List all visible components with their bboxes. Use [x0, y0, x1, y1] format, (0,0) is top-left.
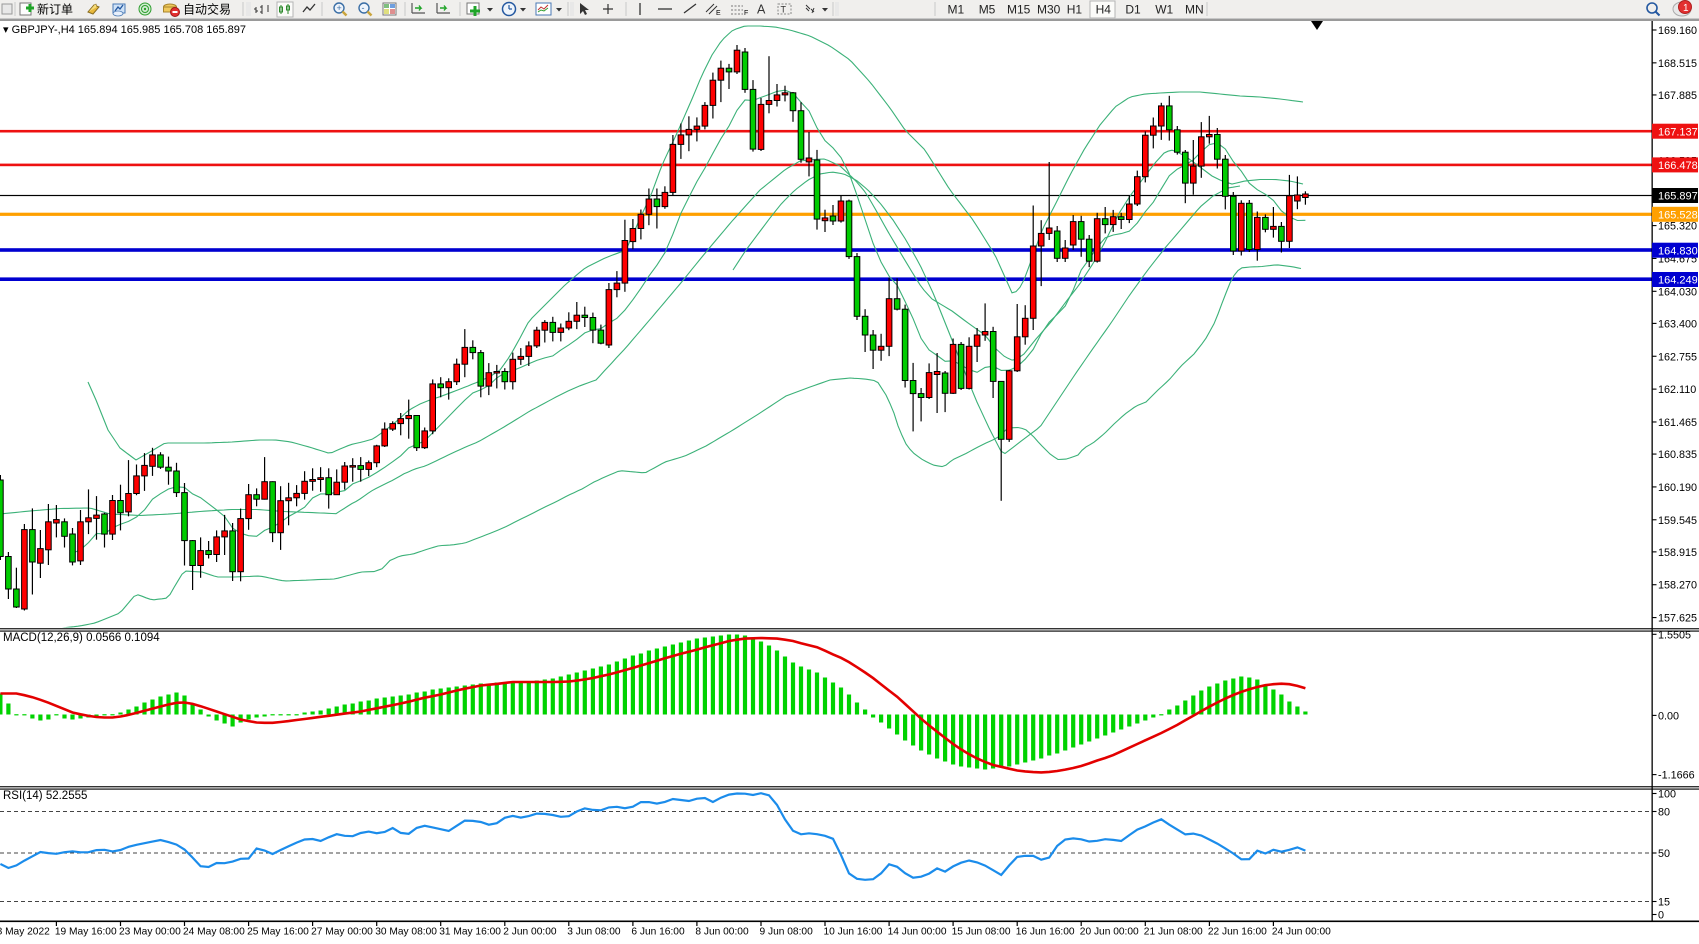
svg-text:10 Jun 16:00: 10 Jun 16:00	[824, 927, 883, 938]
svg-text:16 Jun 16:00: 16 Jun 16:00	[1016, 927, 1075, 938]
svg-text:160.835: 160.835	[1658, 449, 1697, 461]
svg-text:14 Jun 00:00: 14 Jun 00:00	[888, 927, 947, 938]
svg-text:158.915: 158.915	[1658, 547, 1697, 559]
svg-text:RSI(14) 52.2555: RSI(14) 52.2555	[3, 790, 87, 802]
svg-text:165.897: 165.897	[1658, 191, 1698, 203]
svg-text:H1: H1	[1067, 3, 1083, 17]
svg-text:21 Jun 08:00: 21 Jun 08:00	[1144, 927, 1203, 938]
svg-text:8 Jun 00:00: 8 Jun 00:00	[695, 927, 749, 938]
svg-text:M30: M30	[1037, 3, 1061, 17]
svg-text:164.830: 164.830	[1658, 245, 1698, 257]
svg-text:+: +	[337, 3, 342, 13]
svg-text:M1: M1	[948, 3, 965, 17]
svg-text:M15: M15	[1007, 3, 1031, 17]
svg-text:6 Jun 16:00: 6 Jun 16:00	[631, 927, 685, 938]
svg-text:24 May 08:00: 24 May 08:00	[183, 927, 245, 938]
svg-text:-: -	[362, 3, 365, 13]
svg-text:MACD(12,26,9) 0.0566 0.1094: MACD(12,26,9) 0.0566 0.1094	[3, 632, 160, 644]
svg-text:T: T	[781, 5, 787, 15]
svg-text:160.190: 160.190	[1658, 482, 1697, 494]
svg-text:100: 100	[1658, 789, 1676, 801]
svg-text:1.5505: 1.5505	[1658, 629, 1691, 641]
svg-text:M5: M5	[979, 3, 996, 17]
svg-text:163.400: 163.400	[1658, 318, 1697, 330]
svg-text:W1: W1	[1155, 3, 1173, 17]
svg-text:新订单: 新订单	[37, 2, 73, 17]
svg-text:159.545: 159.545	[1658, 515, 1697, 527]
svg-text:165.320: 165.320	[1658, 221, 1697, 233]
svg-text:▾ GBPJPY-,H4 165.894 165.985: ▾ GBPJPY-,H4 165.894 165.985 165.708 165…	[3, 24, 246, 36]
svg-text:F: F	[744, 10, 748, 17]
svg-text:15 Jun 08:00: 15 Jun 08:00	[952, 927, 1011, 938]
svg-text:1: 1	[1683, 3, 1689, 14]
svg-text:0: 0	[1658, 910, 1664, 922]
svg-text:9 Jun 08:00: 9 Jun 08:00	[760, 927, 814, 938]
svg-text:H4: H4	[1096, 3, 1112, 17]
svg-text:23 May 00:00: 23 May 00:00	[119, 927, 181, 938]
svg-text:169.160: 169.160	[1658, 25, 1697, 37]
svg-text:-1.1666: -1.1666	[1658, 770, 1695, 782]
svg-text:E: E	[716, 10, 721, 17]
svg-text:自动交易: 自动交易	[183, 2, 231, 17]
svg-text:24 Jun 00:00: 24 Jun 00:00	[1272, 927, 1331, 938]
svg-text:164.030: 164.030	[1658, 286, 1697, 298]
svg-text:50: 50	[1658, 848, 1670, 860]
svg-text:D1: D1	[1125, 3, 1141, 17]
svg-text:MN: MN	[1185, 3, 1204, 17]
svg-text:25 May 16:00: 25 May 16:00	[247, 927, 309, 938]
svg-text:2 Jun 00:00: 2 Jun 00:00	[503, 927, 557, 938]
svg-text:0.00: 0.00	[1658, 710, 1679, 722]
svg-text:31 May 16:00: 31 May 16:00	[439, 927, 501, 938]
svg-text:165.528: 165.528	[1658, 210, 1698, 222]
svg-text:15: 15	[1658, 897, 1670, 909]
svg-text:162.755: 162.755	[1658, 351, 1697, 363]
svg-text:168.515: 168.515	[1658, 58, 1697, 70]
svg-text:158.270: 158.270	[1658, 580, 1697, 592]
svg-text:164.249: 164.249	[1658, 275, 1698, 287]
svg-text:19 May 16:00: 19 May 16:00	[55, 927, 117, 938]
svg-text:80: 80	[1658, 807, 1670, 819]
svg-text:167.885: 167.885	[1658, 90, 1697, 102]
svg-text:A: A	[757, 3, 766, 17]
svg-text:22 Jun 16:00: 22 Jun 16:00	[1208, 927, 1267, 938]
svg-text:20 Jun 00:00: 20 Jun 00:00	[1080, 927, 1139, 938]
svg-text:30 May 08:00: 30 May 08:00	[375, 927, 437, 938]
svg-text:167.137: 167.137	[1658, 126, 1698, 138]
svg-text:157.625: 157.625	[1658, 613, 1697, 625]
svg-text:3 Jun 08:00: 3 Jun 08:00	[567, 927, 621, 938]
svg-text:18 May 2022: 18 May 2022	[0, 927, 50, 938]
svg-text:166.478: 166.478	[1658, 160, 1698, 172]
svg-text:27 May 00:00: 27 May 00:00	[311, 927, 373, 938]
svg-text:161.465: 161.465	[1658, 417, 1697, 429]
svg-text:162.110: 162.110	[1658, 384, 1696, 396]
